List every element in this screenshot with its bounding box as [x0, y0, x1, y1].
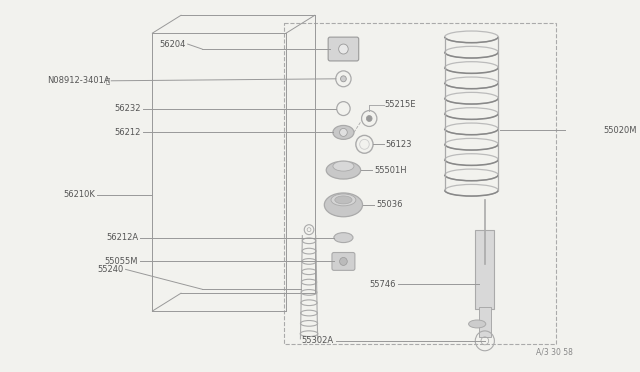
Bar	[476, 230, 494, 309]
Ellipse shape	[324, 193, 362, 217]
Text: 56123: 56123	[385, 140, 412, 149]
Text: 55055M: 55055M	[104, 257, 138, 266]
Text: 56210K: 56210K	[63, 190, 95, 199]
Bar	[479, 307, 491, 337]
FancyBboxPatch shape	[332, 253, 355, 270]
Text: 55746: 55746	[369, 280, 396, 289]
Circle shape	[340, 128, 348, 137]
Ellipse shape	[334, 232, 353, 243]
Text: 56212A: 56212A	[106, 233, 138, 242]
Text: 56204: 56204	[159, 39, 186, 49]
Ellipse shape	[333, 161, 354, 171]
FancyBboxPatch shape	[328, 37, 358, 61]
Text: 55501H: 55501H	[374, 166, 406, 174]
Text: 55036: 55036	[376, 201, 403, 209]
Circle shape	[339, 44, 348, 54]
Ellipse shape	[331, 194, 356, 206]
Ellipse shape	[468, 320, 486, 328]
Text: 55240: 55240	[97, 265, 124, 274]
Ellipse shape	[333, 125, 354, 140]
Text: 55020M: 55020M	[604, 126, 637, 135]
Text: Ⓝ: Ⓝ	[106, 77, 110, 84]
Text: A/3 30 58: A/3 30 58	[536, 348, 573, 357]
Ellipse shape	[326, 161, 360, 179]
Text: N08912-3401A: N08912-3401A	[47, 76, 109, 85]
Circle shape	[340, 257, 348, 265]
Text: 56212: 56212	[115, 128, 141, 137]
Circle shape	[366, 116, 372, 122]
Text: 56232: 56232	[115, 104, 141, 113]
Text: 55302A: 55302A	[301, 336, 334, 345]
Text: 55215E: 55215E	[385, 100, 416, 109]
Ellipse shape	[335, 196, 352, 204]
Circle shape	[340, 76, 346, 82]
